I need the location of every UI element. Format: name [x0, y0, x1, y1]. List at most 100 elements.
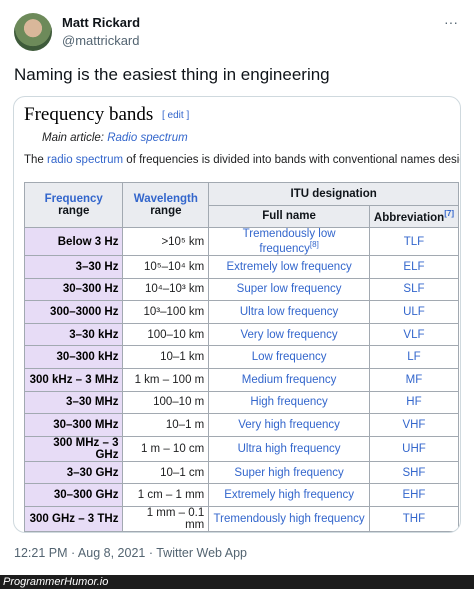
table-row: 3–30 Hz 10⁵–10⁴ km Extremely low frequency…: [23, 255, 460, 279]
abbr-link[interactable]: VLF: [403, 328, 425, 341]
avatar[interactable]: [14, 13, 52, 51]
abbr-link[interactable]: SHF: [402, 466, 426, 479]
band-name-link[interactable]: High frequency: [250, 396, 328, 409]
header-row: Full name Abbreviation[7]: [25, 204, 460, 229]
header-abbreviation: Abbreviation[7]: [368, 204, 460, 229]
name-cell: Tremendously low frequency[8]: [208, 227, 370, 257]
more-menu[interactable]: ···: [444, 14, 458, 30]
edit-link[interactable]: [ edit ]: [162, 110, 190, 121]
abbr-cell: TLF: [368, 227, 460, 257]
header-text: Abbreviation: [373, 211, 445, 224]
band-name-link[interactable]: Tremendously high frequency: [213, 512, 365, 525]
wavelength-cell: >10⁵ km: [122, 227, 210, 257]
header-row: Frequency range Wavelength range ITU desig…: [23, 181, 459, 229]
name-cell: Super low frequency: [208, 277, 370, 302]
frequency-cell: 3–30 kHz: [23, 322, 124, 347]
footnote-sup: [8]: [310, 240, 319, 249]
main-link[interactable]: Radio spectrum: [107, 132, 188, 144]
footnote[interactable]: [7]: [444, 208, 454, 218]
wavelength-cell: 10–1 km: [122, 345, 210, 369]
main-label: Main article:: [42, 132, 104, 144]
frequency-cell: 3–30 Hz: [23, 255, 124, 279]
band-name-link[interactable]: Ultra low frequency: [239, 306, 339, 318]
header-full-name: Full name: [208, 204, 370, 229]
frequency-cell: Below 3 Hz: [23, 227, 124, 257]
header-itu: ITU designation: [208, 182, 459, 206]
name-cell: Ultra high frequency: [208, 435, 370, 462]
abbr-cell: SLF: [368, 277, 460, 302]
wavelength-cell: 10⁵–10⁴ km: [122, 255, 210, 279]
table-row: 30–300 kHz 10–1 km Low frequency LF: [23, 345, 460, 369]
abbr-cell: VHF: [368, 413, 460, 437]
wavelength-cell: 1 km – 100 m: [122, 367, 210, 392]
name-cell: Medium frequency: [208, 367, 370, 392]
wavelength-cell: 100–10 m: [122, 390, 210, 415]
table-row: 300 MHz – 3 GHz 1 m – 10 cm Ultra high fre…: [23, 435, 460, 462]
header-text: range: [150, 205, 182, 218]
abbr-link[interactable]: VHF: [402, 418, 426, 431]
wavelength-cell: 10⁴–10³ km: [122, 277, 210, 302]
intro-post: of frequencies is divided into bands wit…: [126, 154, 461, 166]
table-row: Below 3 Hz >10⁵ km Tremendously low freque…: [23, 227, 460, 257]
band-name-link[interactable]: Super low frequency: [236, 283, 342, 296]
table-row: 3–30 kHz 100–10 km Very low frequency VLF: [23, 322, 460, 347]
header-link[interactable]: Frequency: [44, 193, 103, 206]
band-name-link[interactable]: Extremely high frequency: [224, 489, 354, 502]
abbr-cell: ELF: [368, 255, 460, 279]
header-link[interactable]: Wavelength: [133, 193, 198, 206]
band-name-link[interactable]: Low frequency: [251, 351, 327, 364]
abbr-cell: SHF: [368, 460, 460, 485]
header-text: range: [58, 205, 90, 218]
name-cell: Very high frequency: [208, 413, 370, 437]
intro-pre: The: [24, 154, 44, 166]
table-row: 3–30 GHz 10–1 cm Super high frequency SHF: [23, 460, 460, 485]
name-cell: Tremendously high frequency: [208, 505, 370, 532]
frequency-cell: 300 kHz – 3 MHz: [23, 367, 124, 392]
wavelength-cell: 1 cm – 1 mm: [122, 483, 210, 507]
abbr-link[interactable]: TLF: [403, 235, 425, 248]
tweet-text: Naming is the easiest thing in engineeri…: [14, 65, 330, 84]
abbr-cell: THF: [368, 505, 460, 532]
name-cell: Ultra low frequency: [208, 300, 370, 324]
author-handle[interactable]: @mattrickard: [62, 33, 140, 48]
abbr-cell: LF: [368, 345, 460, 369]
abbr-link[interactable]: MF: [405, 373, 423, 386]
table-row: 300 GHz – 3 THz 1 mm – 0.1 mm Tremendously…: [23, 505, 460, 532]
abbr-cell: UHF: [368, 435, 460, 462]
frequency-cell: 300 GHz – 3 THz: [23, 505, 124, 532]
abbr-link[interactable]: ULF: [403, 306, 425, 318]
header-frequency: Frequency range: [23, 181, 124, 229]
author-name[interactable]: Matt Rickard: [62, 15, 141, 30]
frequency-cell: 30–300 MHz: [23, 413, 124, 437]
abbr-link[interactable]: UHF: [402, 442, 426, 455]
band-name-link[interactable]: Very high frequency: [238, 418, 340, 431]
frequency-cell: 30–300 Hz: [23, 277, 124, 302]
wavelength-cell: 1 mm – 0.1 mm: [122, 505, 210, 532]
table-row: 30–300 MHz 10–1 m Very high frequency VHF: [23, 413, 460, 437]
abbr-link[interactable]: THF: [402, 512, 426, 525]
band-name-link[interactable]: Tremendously low frequency: [242, 228, 336, 256]
band-name-link[interactable]: Ultra high frequency: [237, 442, 341, 455]
abbr-link[interactable]: ELF: [403, 260, 425, 273]
intro-link[interactable]: radio spectrum: [47, 154, 124, 166]
frequency-cell: 3–30 MHz: [23, 390, 124, 415]
frequency-cell: 3–30 GHz: [23, 460, 124, 485]
wavelength-cell: 10–1 cm: [122, 460, 210, 485]
footnote[interactable]: [8]: [309, 240, 319, 250]
bands-table: Frequency range Wavelength range ITU desig…: [23, 181, 460, 532]
abbr-link[interactable]: SLF: [403, 283, 425, 296]
wavelength-cell: 10³–100 km: [122, 300, 210, 324]
name-cell: Low frequency: [208, 345, 370, 369]
abbr-cell: HF: [368, 390, 460, 415]
abbr-link[interactable]: LF: [407, 351, 421, 364]
band-name-link[interactable]: Very low frequency: [240, 328, 338, 341]
band-name-link[interactable]: Medium frequency: [241, 373, 337, 386]
abbr-link[interactable]: HF: [406, 396, 422, 409]
band-name-link[interactable]: Extremely low frequency: [226, 260, 352, 273]
main-article: Main article: Radio spectrum: [42, 132, 188, 144]
abbr-link[interactable]: EHF: [402, 489, 426, 502]
band-name-link[interactable]: Super high frequency: [234, 466, 344, 479]
abbr-cell: ULF: [368, 300, 460, 324]
wavelength-cell: 10–1 m: [122, 413, 210, 437]
